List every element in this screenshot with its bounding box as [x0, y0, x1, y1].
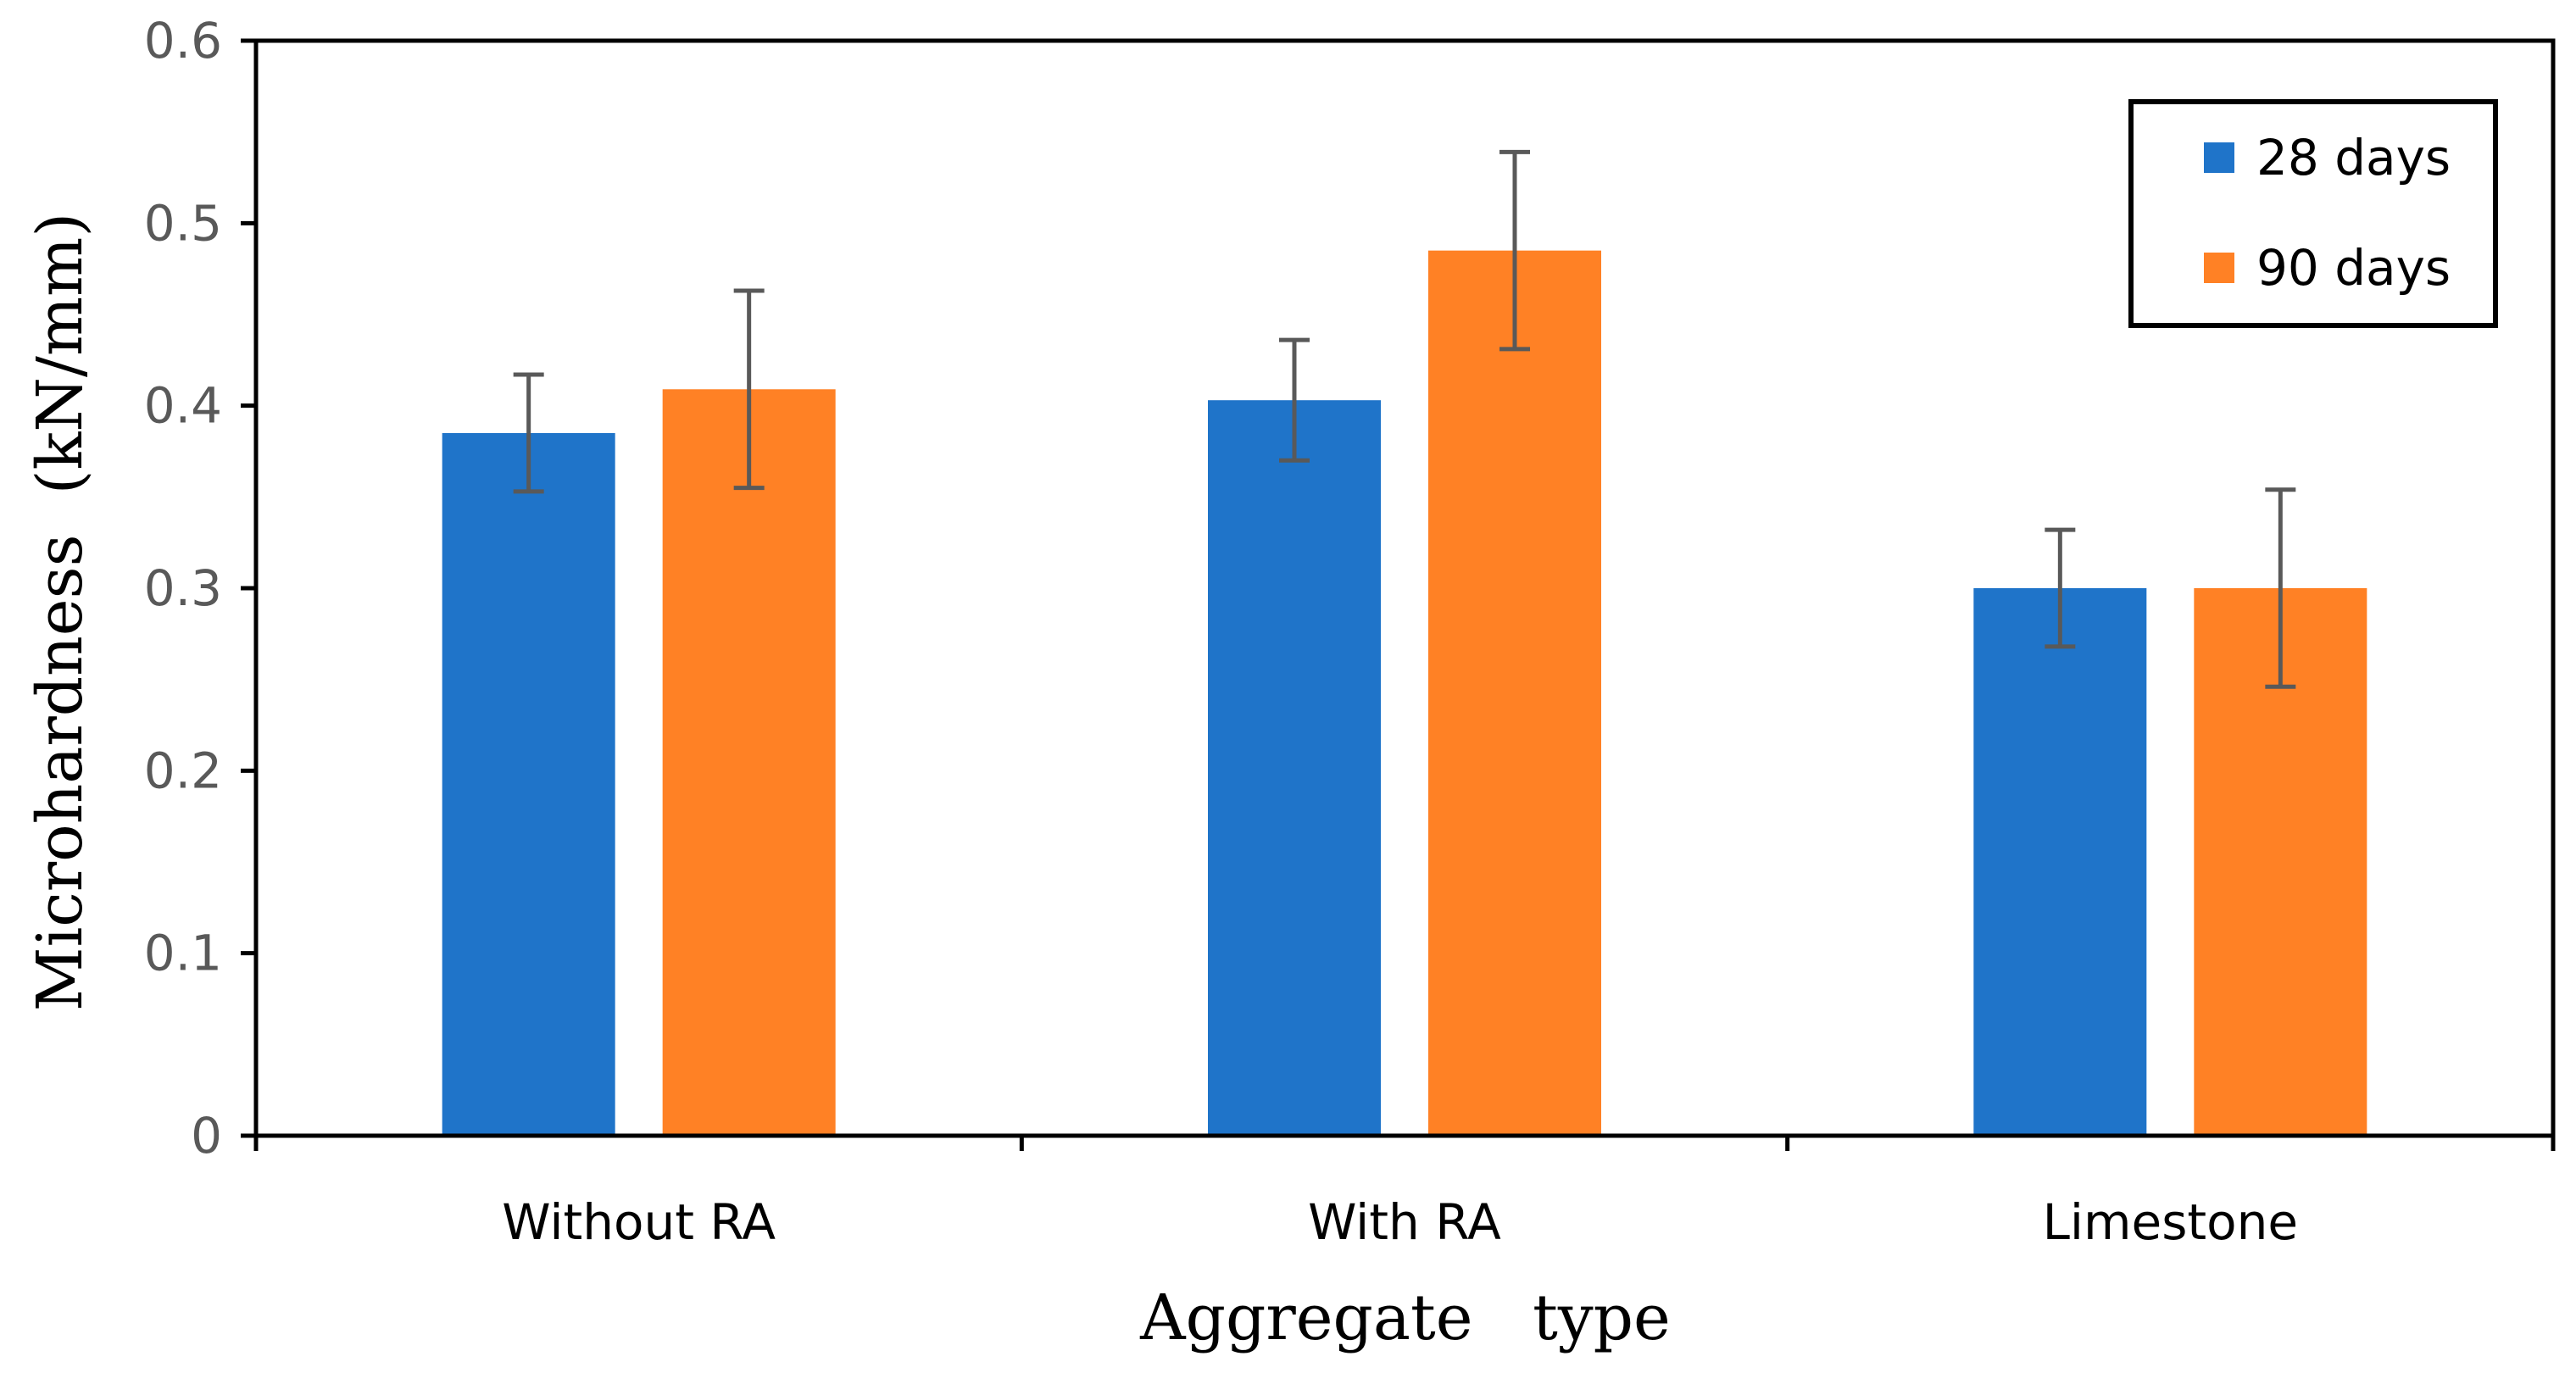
y-axis-title: Microhardness (kN/mm) [24, 213, 97, 1011]
bar [1208, 400, 1381, 1136]
bar [662, 389, 836, 1137]
x-tick-label: Without RA [502, 1193, 776, 1251]
bar [1973, 588, 2147, 1136]
legend-swatch [2204, 142, 2234, 173]
bar [1428, 250, 1601, 1137]
y-tick-label: 0.4 [144, 377, 222, 435]
y-tick-label: 0 [191, 1107, 222, 1165]
legend-swatch [2204, 253, 2234, 283]
bar [442, 432, 615, 1136]
y-tick-label: 0.1 [144, 925, 222, 982]
legend-box [2128, 99, 2498, 328]
x-tick-label: With RA [1308, 1193, 1501, 1251]
legend-label: 28 days [2256, 129, 2451, 186]
y-tick-label: 0.3 [144, 559, 222, 617]
legend: 28 days 90 days [2128, 99, 2498, 328]
bar-group [442, 250, 2367, 1137]
x-tick-label: Limestone [2043, 1193, 2299, 1251]
axes [241, 38, 2556, 1151]
x-tick-labels: Without RA With RA Limestone [502, 1193, 2298, 1251]
x-axis-title: Aggregate type [1139, 1281, 1671, 1354]
error-bar-group [513, 149, 2296, 689]
y-tick-label: 0.2 [144, 742, 222, 799]
legend-label: 90 days [2256, 239, 2451, 297]
y-tick-labels: 0 0.1 0.2 0.3 0.4 0.5 0.6 [144, 12, 222, 1165]
y-tick-label: 0.6 [144, 12, 222, 69]
y-tick-label: 0.5 [144, 194, 222, 252]
